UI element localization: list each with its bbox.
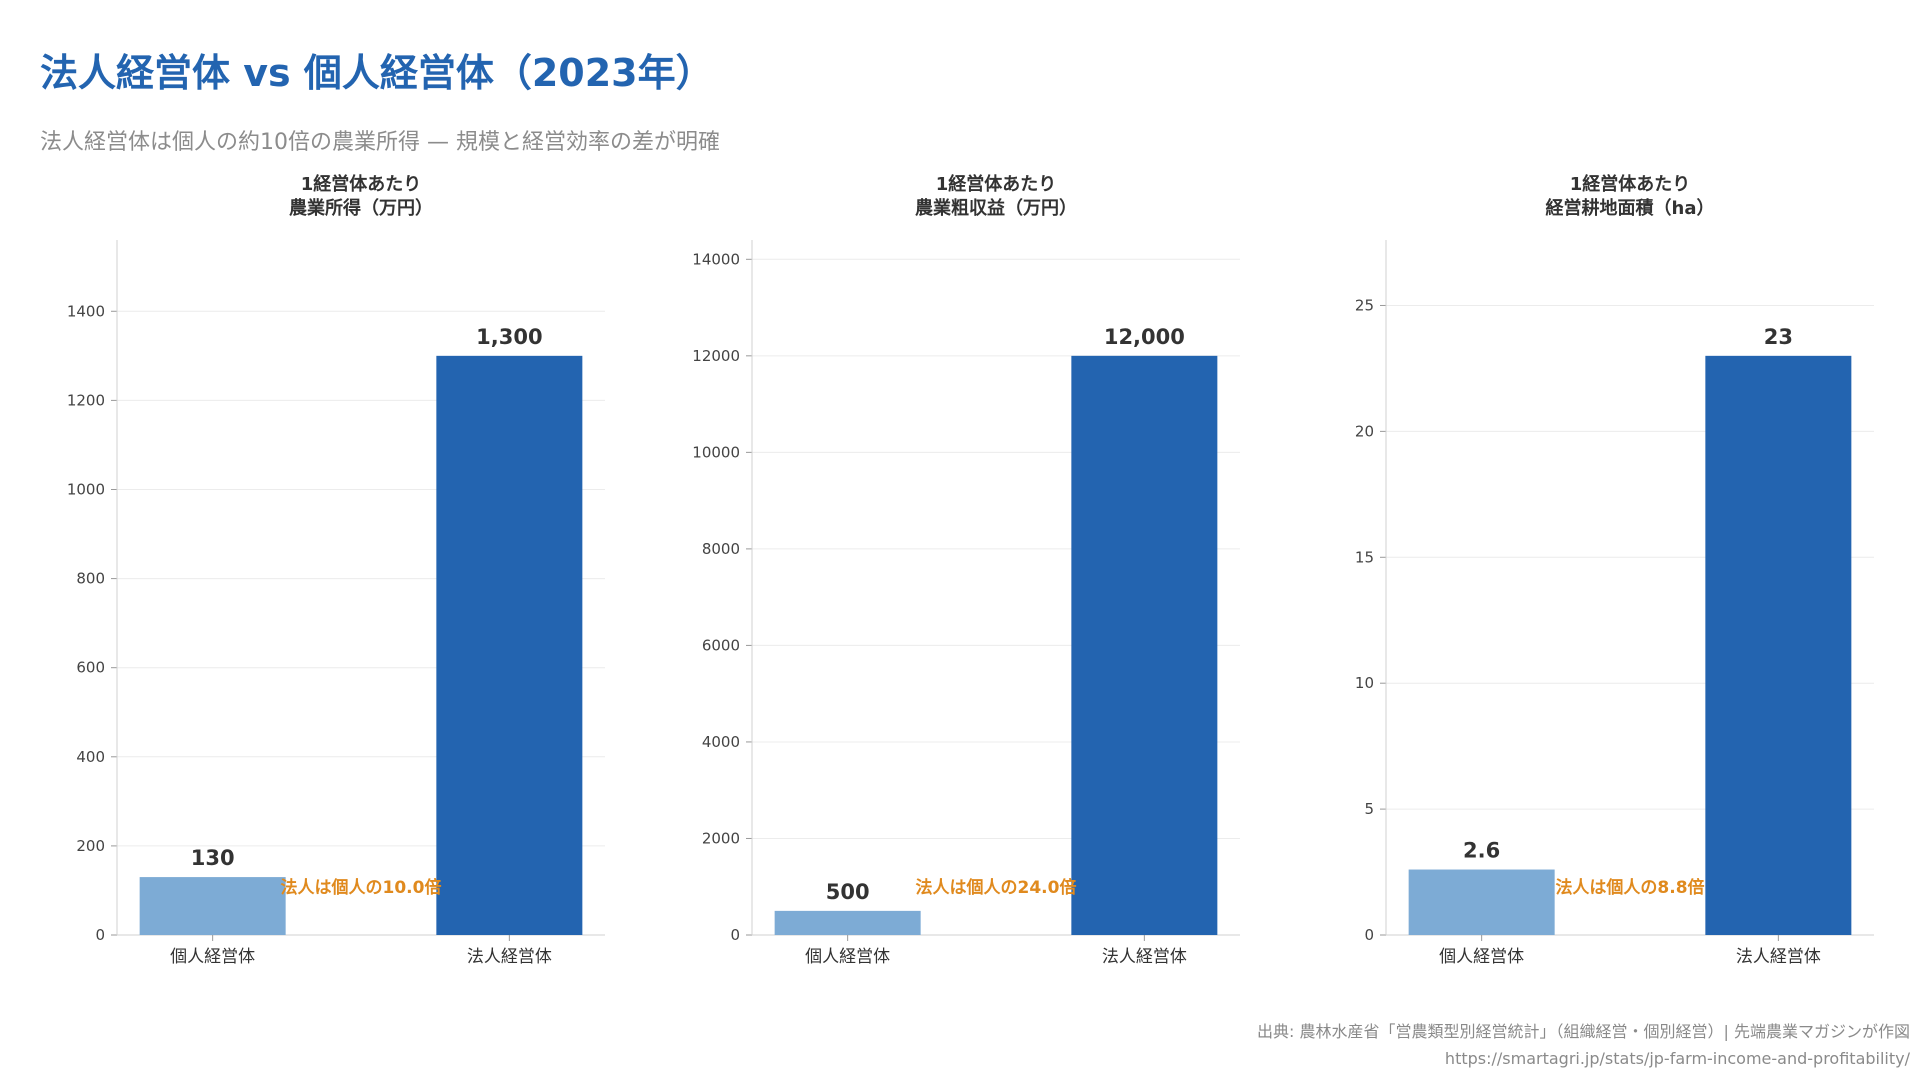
y-tick-label: 10 <box>1355 674 1374 692</box>
y-tick-label: 12000 <box>692 347 740 365</box>
x-tick-label: 個人経営体 <box>1439 947 1524 967</box>
y-tick-label: 2000 <box>702 829 740 847</box>
y-tick-label: 5 <box>1364 800 1374 818</box>
bar[interactable] <box>139 877 286 935</box>
y-tick-label: 200 <box>76 837 105 855</box>
y-tick-label: 400 <box>76 748 105 766</box>
ratio-annotation: 法人は個人の8.8倍 <box>1555 877 1704 898</box>
bar-value-label: 2.6 <box>1463 839 1500 863</box>
x-tick-label: 個人経営体 <box>805 947 890 967</box>
y-tick-label: 4000 <box>702 733 740 751</box>
chart-subtitle: 法人経営体は個人の約10倍の農業所得 — 規模と経営効率の差が明確 <box>40 130 720 155</box>
y-tick-label: 8000 <box>702 540 740 558</box>
y-tick-label: 25 <box>1355 296 1374 314</box>
bar[interactable] <box>1071 355 1218 935</box>
y-tick-label: 1400 <box>67 302 105 320</box>
y-tick-label: 1200 <box>67 391 105 409</box>
bar-value-label: 1,300 <box>476 325 542 349</box>
y-tick-label: 0 <box>730 926 740 944</box>
x-tick-label: 個人経営体 <box>170 947 255 967</box>
source-note: 出典: 農林水産省「営農類型別経営統計」（組織経営・個別経営）| 先端農業マガジ… <box>1257 1018 1910 1072</box>
bar-value-label: 23 <box>1764 325 1793 349</box>
panel-title: 1経営体あたり <box>936 173 1057 195</box>
chart-title: 法人経営体 vs 個人経営体（2023年） <box>40 51 714 95</box>
x-tick-label: 法人経営体 <box>467 947 552 967</box>
y-tick-label: 10000 <box>692 443 740 461</box>
y-tick-label: 15 <box>1355 548 1374 566</box>
bar[interactable] <box>774 910 921 935</box>
y-tick-label: 0 <box>95 926 105 944</box>
bar[interactable] <box>1705 355 1852 935</box>
y-tick-label: 600 <box>76 659 105 677</box>
panel-title: 農業所得（万円） <box>289 197 433 219</box>
panel-title: 経営耕地面積（ha） <box>1546 197 1715 219</box>
bar[interactable] <box>436 355 583 935</box>
ratio-annotation: 法人は個人の24.0倍 <box>916 877 1077 898</box>
y-tick-label: 20 <box>1355 422 1374 440</box>
bar-value-label: 500 <box>826 880 870 904</box>
y-tick-label: 14000 <box>692 250 740 268</box>
y-tick-label: 1000 <box>67 480 105 498</box>
panel-title: 農業粗収益（万円） <box>915 197 1077 219</box>
source-citation: 出典: 農林水産省「営農類型別経営統計」（組織経営・個別経営）| 先端農業マガジ… <box>1257 1022 1910 1041</box>
panel-title: 1経営体あたり <box>301 173 422 195</box>
ratio-annotation: 法人は個人の10.0倍 <box>281 877 442 898</box>
source-url[interactable]: https://smartagri.jp/stats/jp-farm-incom… <box>1444 1049 1910 1068</box>
y-tick-label: 800 <box>76 570 105 588</box>
panel-title: 1経営体あたり <box>1570 173 1691 195</box>
bar-value-label: 130 <box>191 846 235 870</box>
y-tick-label: 6000 <box>702 636 740 654</box>
bar[interactable] <box>1408 869 1555 935</box>
x-tick-label: 法人経営体 <box>1102 947 1187 967</box>
x-tick-label: 法人経営体 <box>1736 947 1821 967</box>
bar-value-label: 12,000 <box>1104 325 1185 349</box>
y-tick-label: 0 <box>1364 926 1374 944</box>
